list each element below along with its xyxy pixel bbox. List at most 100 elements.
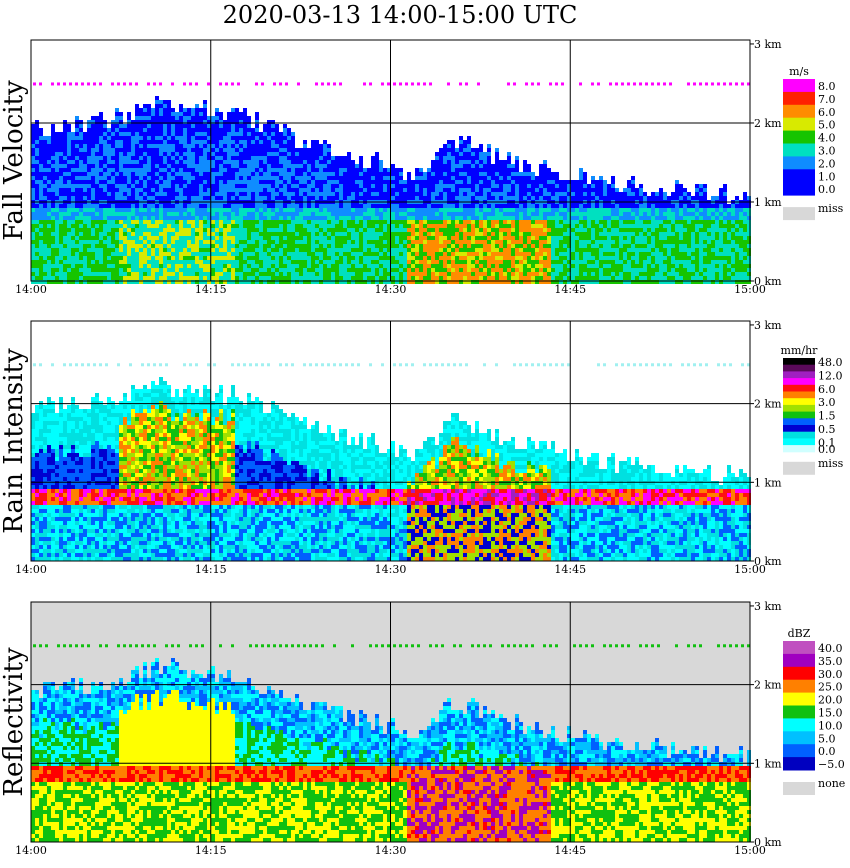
data-cell [327,212,331,216]
data-cell [155,232,159,236]
data-cell [439,256,443,260]
data-cell [379,280,383,284]
data-cell [479,152,483,156]
data-cell [543,272,547,276]
data-cell [311,176,315,180]
data-cell [363,280,367,284]
data-cell [47,156,51,160]
data-cell [579,168,583,172]
data-cell [91,256,95,260]
data-cell [187,272,191,276]
data-cell [439,216,443,220]
data-cell [195,280,199,284]
data-cell [219,176,223,180]
data-cell [279,160,283,164]
data-cell [191,180,195,184]
data-cell [199,236,203,240]
data-cell [43,268,47,272]
data-cell [159,128,163,132]
data-cell [103,244,107,248]
data-cell [191,176,195,180]
data-cell [471,272,475,276]
data-cell [519,280,523,284]
data-cell [127,224,131,228]
data-cell [79,160,83,164]
data-cell [431,176,435,180]
data-cell [435,156,439,160]
data-cell [127,268,131,272]
data-cell [239,160,243,164]
data-cell [491,212,495,216]
data-cell [479,224,483,228]
data-cell [187,212,191,216]
data-cell [551,212,555,216]
data-cell [79,172,83,176]
data-cell [303,176,307,180]
data-cell [187,124,191,128]
data-cell [79,144,83,148]
data-cell [535,272,539,276]
data-cell [355,264,359,268]
data-cell [575,248,579,252]
data-cell [467,248,471,252]
data-cell [335,252,339,256]
data-cell [203,172,207,176]
data-cell [171,144,175,148]
data-cell [475,212,479,216]
data-cell [507,280,511,284]
data-cell [351,224,355,228]
data-cell [439,172,443,176]
data-cell [87,248,91,252]
data-cell [131,196,135,200]
data-cell [179,104,183,108]
data-cell [91,240,95,244]
data-cell [259,244,263,248]
data-cell [247,212,251,216]
data-cell [319,248,323,252]
data-cell [455,208,459,212]
data-cell [119,264,123,268]
data-cell [491,236,495,240]
data-cell [507,184,511,188]
data-cell [143,260,147,264]
data-cell [271,160,275,164]
data-cell [491,228,495,232]
data-cell [295,260,299,264]
data-cell [451,252,455,256]
data-cell [71,212,75,216]
data-cell [39,280,43,284]
data-cell [459,220,463,224]
data-cell [283,248,287,252]
data-cell [207,136,211,140]
data-cell [187,140,191,144]
data-cell [511,188,515,192]
data-cell [175,208,179,212]
data-cell [531,236,535,240]
data-cell [387,232,391,236]
data-cell [187,240,191,244]
data-cell [299,260,303,264]
data-cell [227,180,231,184]
data-cell [303,164,307,168]
data-cell [39,232,43,236]
data-cell [383,280,387,284]
data-cell [215,252,219,256]
data-cell [247,156,251,160]
data-cell [55,252,59,256]
data-cell [247,276,251,280]
data-cell [279,136,283,140]
data-cell [71,164,75,168]
data-cell [91,148,95,152]
data-cell [339,228,343,232]
data-cell [351,252,355,256]
data-cell [351,188,355,192]
data-cell [243,188,247,192]
data-cell [155,176,159,180]
data-cell [187,148,191,152]
data-cell [107,136,111,140]
data-cell [387,268,391,272]
data-cell [467,168,471,172]
data-cell [551,224,555,228]
data-cell [83,152,87,156]
data-cell [259,184,263,188]
